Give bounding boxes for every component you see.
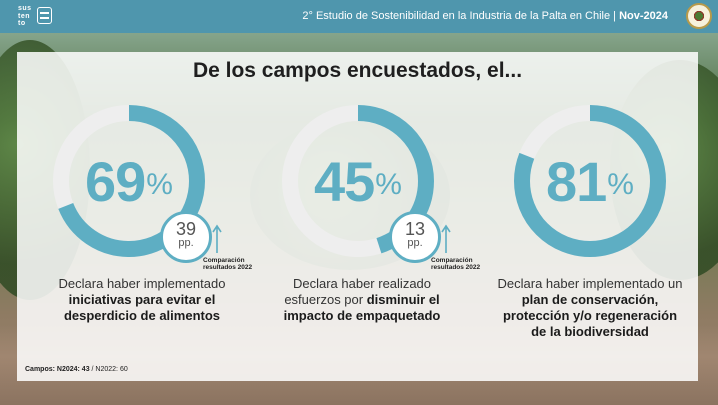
percent-value: 81% — [546, 149, 634, 213]
sample-size-note: Campos: N2024: 43 / N2022: 60 — [25, 366, 128, 373]
donut-chart-3: 81% — [511, 102, 669, 260]
header-bar: sus ten to 2° Estudio de Sostenibilidad en… — [0, 0, 718, 33]
donut-chart-2: 45% — [279, 102, 437, 260]
comparison-badge: 39 pp. — [160, 211, 212, 263]
stat-description: Declara haber implementado un plan de co… — [497, 276, 683, 339]
donut-arc — [514, 105, 666, 257]
study-title: 2° Estudio de Sostenibilidad en la Indus… — [302, 10, 668, 22]
donut-arc — [53, 105, 205, 257]
donut-chart-1: 69% — [50, 102, 208, 260]
stat-description: Declara haber realizado esfuerzos por di… — [283, 276, 441, 323]
arrow-up-icon — [441, 224, 451, 253]
donut-svg — [53, 105, 205, 257]
sustento-logo: sus ten to — [18, 5, 32, 27]
donut-svg — [514, 105, 666, 257]
percent-value: 45% — [314, 149, 402, 213]
seal-icon — [686, 3, 712, 29]
comparison-label: Comparación resultados 2022 — [431, 257, 481, 271]
arrow-up-icon — [212, 224, 222, 253]
content-panel: De los campos encuestados, el... 69% 39 p… — [17, 52, 698, 381]
comparison-label: Comparación resultados 2022 — [203, 257, 253, 271]
donut-arc — [282, 105, 434, 257]
percent-value: 69% — [85, 149, 173, 213]
comparison-badge: 13 pp. — [389, 211, 441, 263]
page-title: De los campos encuestados, el... — [192, 59, 523, 82]
sustento-logo-icon — [37, 7, 52, 24]
stat-description: Declara haber implementado iniciativas p… — [58, 276, 226, 323]
donut-svg — [282, 105, 434, 257]
